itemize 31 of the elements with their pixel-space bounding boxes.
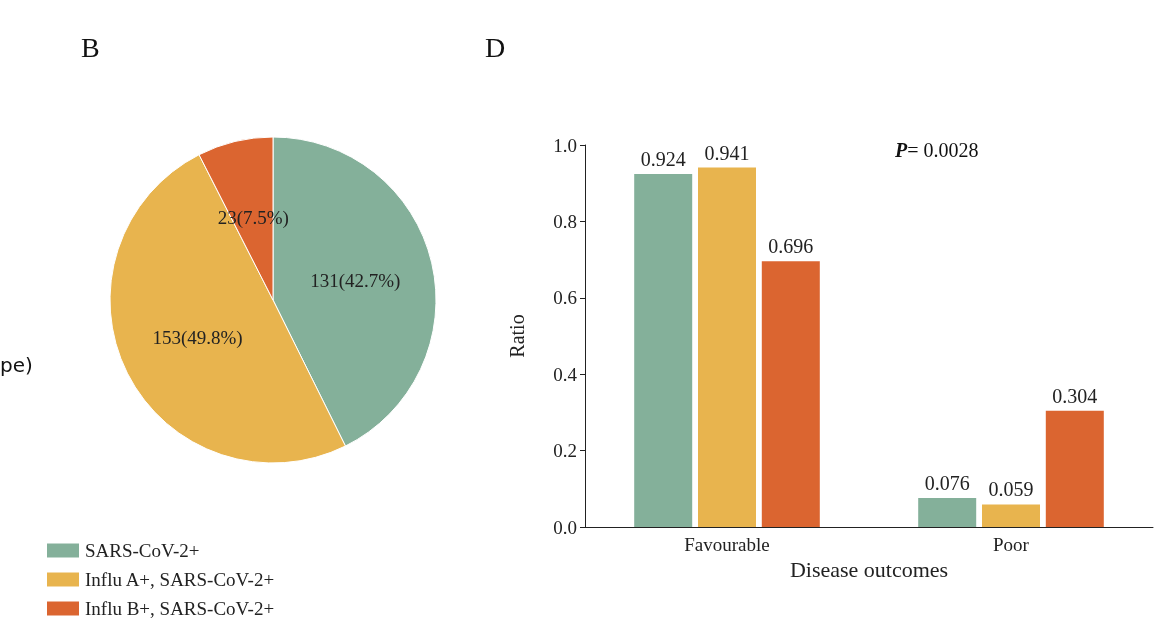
x-axis-title: Disease outcomes [789, 557, 949, 583]
data-label: 0.941 [704, 141, 750, 164]
bar [761, 261, 820, 527]
bar [918, 497, 977, 527]
bar [634, 174, 693, 527]
y-tick-label: 0.8 [553, 210, 577, 232]
y-tick-label: 1.0 [553, 134, 577, 156]
data-label: 131(42.7%) [310, 270, 401, 293]
legend-label: SARS-CoV-2+ [85, 540, 200, 561]
chart-title: D [485, 31, 506, 63]
bar [698, 167, 756, 527]
y-axis-title: Ratio [506, 314, 528, 358]
y-tick-label: 0.2 [553, 440, 577, 462]
y-tick-label: 0.0 [553, 516, 577, 538]
y-tick-label: 0.4 [553, 363, 578, 385]
legend-label: Influ A+, SARS-CoV-2+ [85, 569, 275, 590]
data-label: 0.924 [640, 148, 686, 171]
x-tick-label: Favourable [684, 534, 770, 555]
x-tick-label: Poor [993, 534, 1030, 555]
bar [1045, 410, 1104, 527]
legend-label: Influ B+, SARS-CoV-2+ [85, 598, 275, 619]
data-label: 0.696 [768, 235, 814, 258]
text: pe) [0, 353, 33, 377]
data-label: 0.059 [988, 478, 1034, 501]
data-label: 0.304 [1052, 384, 1098, 407]
annotation: P= 0.0028 [894, 139, 979, 161]
data-label: 0.076 [924, 471, 970, 494]
y-tick-label: 0.6 [553, 287, 577, 309]
chart-title: B [81, 31, 100, 63]
data-label: 153(49.8%) [152, 327, 243, 350]
bar [982, 504, 1040, 527]
